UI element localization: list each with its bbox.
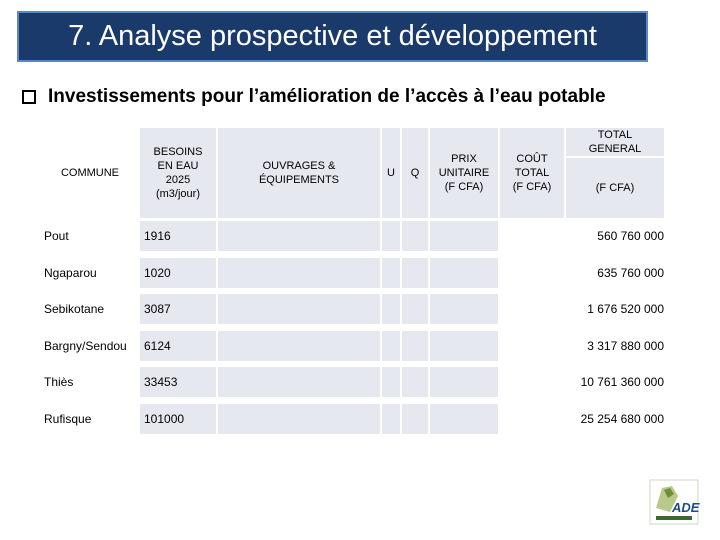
header-besoins-line3: 2025 <box>165 174 191 186</box>
cell-q <box>402 367 428 397</box>
header-besoins-line4: (m3/jour) <box>155 188 200 200</box>
cell-prix <box>430 258 498 288</box>
table-row: Bargny/Sendou 6124 3 317 880 000 <box>42 331 664 361</box>
header-ouvrages-line2: ÉQUIPEMENTS <box>258 174 340 186</box>
header-prix-line2: UNITAIRE <box>438 167 490 179</box>
cell-ouvrages <box>218 258 380 288</box>
section-subtitle: Investissements pour l’amélioration de l… <box>22 86 606 108</box>
cell-u <box>382 404 400 434</box>
header-total-line2: GENERAL <box>588 143 642 155</box>
cell-besoins: 1020 <box>140 258 216 288</box>
header-total-general-top: TOTAL GENERAL <box>566 128 664 156</box>
header-commune: COMMUNE <box>42 128 138 218</box>
slide-title-text: 7. Analyse prospective et développement <box>68 20 597 52</box>
header-cout-line1: COÛT <box>516 153 548 165</box>
header-total-general: TOTAL GENERAL (F CFA) <box>566 128 664 218</box>
cell-ouvrages <box>218 294 380 324</box>
cell-u <box>382 294 400 324</box>
cell-prix <box>430 331 498 361</box>
cell-u <box>382 221 400 251</box>
cell-total: 560 760 000 <box>597 229 664 243</box>
cell-q <box>402 294 428 324</box>
header-cout-line3: (F CFA) <box>512 181 552 193</box>
cell-commune: Ngaparou <box>44 266 97 280</box>
header-besoins: BESOINS EN EAU 2025 (m3/jour) <box>140 128 216 218</box>
cell-ouvrages <box>218 404 380 434</box>
cell-besoins: 6124 <box>140 331 216 361</box>
header-commune-label: COMMUNE <box>60 167 120 179</box>
header-prix-line1: PRIX <box>451 153 477 165</box>
investment-table: COMMUNE BESOINS EN EAU 2025 (m3/jour) OU… <box>42 128 664 438</box>
cell-u <box>382 258 400 288</box>
cell-total: 25 254 680 000 <box>580 412 664 426</box>
table-row: Thiès 33453 10 761 360 000 <box>42 367 664 397</box>
header-q: Q <box>402 128 428 218</box>
header-u: U <box>382 128 400 218</box>
header-ouvrages-line1: OUVRAGES & <box>262 160 336 172</box>
cell-besoins: 101000 <box>140 404 216 434</box>
header-cout: COÛT TOTAL (F CFA) <box>500 128 564 218</box>
header-prix: PRIX UNITAIRE (F CFA) <box>430 128 498 218</box>
cell-commune: Thiès <box>44 375 74 389</box>
cell-q <box>402 404 428 434</box>
cell-u <box>382 367 400 397</box>
header-besoins-line2: EN EAU <box>157 160 199 172</box>
table-row: Rufisque 101000 25 254 680 000 <box>42 404 664 434</box>
header-total-line1: TOTAL <box>597 129 633 141</box>
cell-total: 635 760 000 <box>597 266 664 280</box>
cell-prix <box>430 294 498 324</box>
cell-prix <box>430 404 498 434</box>
logo-text: ADEV <box>671 500 700 515</box>
cell-ouvrages <box>218 331 380 361</box>
header-ouvrages: OUVRAGES & ÉQUIPEMENTS <box>218 128 380 218</box>
cell-q <box>402 331 428 361</box>
cell-prix <box>430 221 498 251</box>
cell-commune: Pout <box>44 229 69 243</box>
cell-total: 10 761 360 000 <box>580 375 664 389</box>
header-u-label: U <box>387 167 395 179</box>
header-besoins-line1: BESOINS <box>153 146 203 158</box>
cell-ouvrages <box>218 221 380 251</box>
cell-u <box>382 331 400 361</box>
table-row: Sebikotane 3087 1 676 520 000 <box>42 294 664 324</box>
checkbox-bullet-icon <box>22 90 36 104</box>
adev-logo: ADEV <box>648 478 709 526</box>
slide-title: 7. Analyse prospective et développement <box>17 11 648 62</box>
header-prix-line3: (F CFA) <box>444 181 484 193</box>
table-row: Ngaparou 1020 635 760 000 <box>42 258 664 288</box>
table-row: Pout 1916 560 760 000 <box>42 221 664 251</box>
cell-besoins: 1916 <box>140 221 216 251</box>
header-q-label: Q <box>410 167 420 179</box>
section-subtitle-text: Investissements pour l’amélioration de l… <box>48 86 606 107</box>
cell-total: 3 317 880 000 <box>587 339 664 353</box>
header-total-general-unit: (F CFA) <box>566 158 664 218</box>
cell-besoins: 3087 <box>140 294 216 324</box>
cell-besoins: 33453 <box>140 367 216 397</box>
cell-q <box>402 258 428 288</box>
cell-total: 1 676 520 000 <box>587 302 664 316</box>
header-cout-line2: TOTAL <box>514 167 550 179</box>
cell-q <box>402 221 428 251</box>
header-total-unit-label: (F CFA) <box>595 182 635 194</box>
cell-prix <box>430 367 498 397</box>
cell-commune: Sebikotane <box>44 302 105 316</box>
cell-commune: Bargny/Sendou <box>44 339 127 353</box>
cell-commune: Rufisque <box>44 412 92 426</box>
cell-ouvrages <box>218 367 380 397</box>
